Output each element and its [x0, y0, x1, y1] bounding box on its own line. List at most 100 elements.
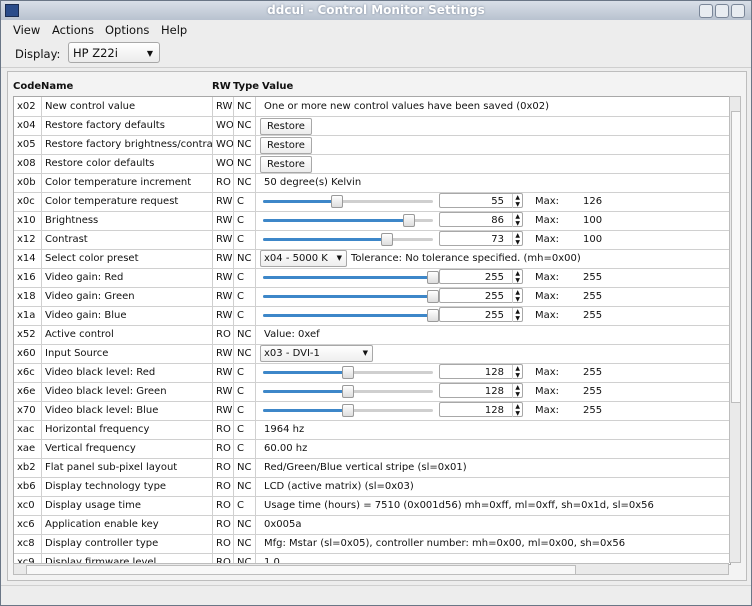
cell-name: Select color preset	[42, 249, 213, 268]
combo-arrow: ▼	[363, 346, 368, 361]
value-spinbox[interactable]: 255▲▼	[439, 307, 523, 322]
vertical-scrollbar[interactable]	[729, 96, 741, 563]
slider-handle[interactable]	[427, 271, 439, 284]
cell-name: Color temperature request	[42, 192, 213, 211]
value-cell: 1964 hz	[256, 420, 730, 439]
slider-handle[interactable]	[342, 404, 354, 417]
column-header: Code	[13, 81, 41, 92]
horizontal-scrollbar[interactable]	[13, 563, 729, 575]
max-value: 255	[583, 268, 602, 287]
value-spinbox[interactable]: 128▲▼	[439, 402, 523, 417]
value-combo[interactable]: x04 - 5000 K▼	[260, 250, 347, 267]
cell-rw: RW	[213, 344, 234, 363]
cell-rw: RW	[213, 230, 234, 249]
restore-button[interactable]: Restore	[260, 156, 312, 173]
table-row: x52Active controlRONCValue: 0xef	[14, 325, 730, 345]
value-text: 0x005a	[264, 515, 302, 534]
slider-handle[interactable]	[427, 290, 439, 303]
table-row: x0bColor temperature incrementRONC50 deg…	[14, 173, 730, 193]
table-row: xc6Application enable keyRONC0x005a	[14, 515, 730, 535]
minimize-button[interactable]	[699, 4, 713, 18]
menu-item[interactable]: Options	[105, 23, 149, 37]
value-cell: Restore	[256, 135, 730, 154]
close-button[interactable]	[731, 4, 745, 18]
table-row: x70Video black level: BlueRWC128▲▼Max:25…	[14, 401, 730, 421]
cell-code: x0b	[14, 173, 42, 192]
column-header: RW	[212, 81, 231, 92]
spin-arrows: ▲▼	[512, 308, 520, 322]
cell-name: Input Source	[42, 344, 213, 363]
table-row: x0cColor temperature requestRWC55▲▼Max:1…	[14, 192, 730, 212]
separator	[1, 67, 751, 68]
title-bar: ddcui - Control Monitor Settings	[1, 1, 751, 20]
value-spinbox[interactable]: 128▲▼	[439, 364, 523, 379]
cell-name: Display technology type	[42, 477, 213, 496]
table-row: x10BrightnessRWC86▲▼Max:100	[14, 211, 730, 231]
column-header: Type	[233, 81, 259, 92]
slider-handle[interactable]	[342, 366, 354, 379]
slider-handle[interactable]	[381, 233, 393, 246]
cell-code: xc0	[14, 496, 42, 515]
display-combo[interactable]: HP Z22i▼	[68, 42, 160, 63]
cell-rw: RW	[213, 97, 234, 116]
value-cell: LCD (active matrix) (sl=0x03)	[256, 477, 730, 496]
slider-fill	[263, 314, 433, 317]
cell-rw: RW	[213, 306, 234, 325]
menu-item[interactable]: View	[13, 23, 40, 37]
value-text: LCD (active matrix) (sl=0x03)	[264, 477, 414, 496]
restore-button[interactable]: Restore	[260, 137, 312, 154]
max-label: Max:	[535, 287, 559, 306]
value-cell: 255▲▼Max:255	[256, 287, 730, 306]
table-row: xaeVertical frequencyROC60.00 hz	[14, 439, 730, 459]
value-combo[interactable]: x03 - DVI-1 ▼	[260, 345, 373, 362]
cell-type: NC	[234, 249, 256, 268]
cell-name: Video black level: Green	[42, 382, 213, 401]
cell-name: Video gain: Red	[42, 268, 213, 287]
slider-handle[interactable]	[403, 214, 415, 227]
value-cell: 0x005a	[256, 515, 730, 534]
value-text: 60.00 hz	[264, 439, 307, 458]
value-spinbox[interactable]: 55▲▼	[439, 193, 523, 208]
cell-name: Application enable key	[42, 515, 213, 534]
value-text: Tolerance: No tolerance specified. (mh=0…	[351, 249, 581, 268]
cell-type: NC	[234, 173, 256, 192]
table-row: x1aVideo gain: BlueRWC255▲▼Max:255	[14, 306, 730, 326]
slider-handle[interactable]	[331, 195, 343, 208]
menu-item[interactable]: Help	[161, 23, 187, 37]
slider-handle[interactable]	[342, 385, 354, 398]
max-label: Max:	[535, 268, 559, 287]
maximize-button[interactable]	[715, 4, 729, 18]
slider-fill	[263, 409, 348, 412]
value-spinbox[interactable]: 86▲▼	[439, 212, 523, 227]
menu-item[interactable]: Actions	[52, 23, 94, 37]
value-spinbox[interactable]: 73▲▼	[439, 231, 523, 246]
display-label: Display:	[15, 47, 60, 61]
window-title: ddcui - Control Monitor Settings	[1, 3, 751, 17]
value-cell: 55▲▼Max:126	[256, 192, 730, 211]
value-spinbox[interactable]: 128▲▼	[439, 383, 523, 398]
cell-rw: RO	[213, 173, 234, 192]
spin-value: 128	[485, 367, 504, 378]
cell-code: x6c	[14, 363, 42, 382]
feature-table: x02New control valueRWNCOne or more new …	[13, 96, 731, 565]
combo-text: x03 - DVI-1	[264, 348, 320, 359]
scroll-thumb[interactable]	[731, 111, 741, 403]
max-value: 100	[583, 211, 602, 230]
cell-type: NC	[234, 534, 256, 553]
value-spinbox[interactable]: 255▲▼	[439, 288, 523, 303]
cell-type: C	[234, 192, 256, 211]
cell-code: x16	[14, 268, 42, 287]
slider-handle[interactable]	[427, 309, 439, 322]
restore-button[interactable]: Restore	[260, 118, 312, 135]
table-row: xb2Flat panel sub-pixel layoutRONCRed/Gr…	[14, 458, 730, 478]
value-cell: 60.00 hz	[256, 439, 730, 458]
value-cell: Restore	[256, 116, 730, 135]
scroll-thumb[interactable]	[26, 565, 576, 575]
value-spinbox[interactable]: 255▲▼	[439, 269, 523, 284]
cell-name: Color temperature increment	[42, 173, 213, 192]
cell-code: x12	[14, 230, 42, 249]
cell-rw: WO	[213, 154, 234, 173]
spin-arrows: ▲▼	[512, 194, 520, 208]
cell-type: C	[234, 287, 256, 306]
